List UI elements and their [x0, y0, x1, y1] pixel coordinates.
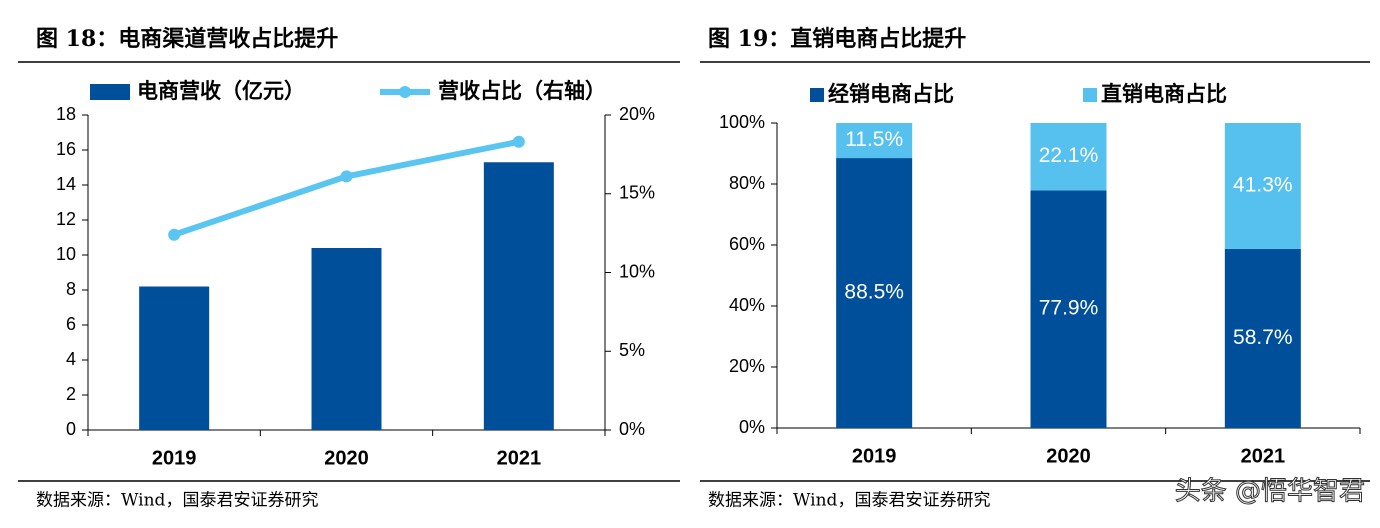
y-tick-label: 2 — [66, 384, 76, 404]
legend-swatch — [810, 88, 824, 102]
bar-segment — [1030, 190, 1107, 428]
y2-tick-label: 0% — [619, 419, 645, 439]
legend-label: 电商营收（亿元） — [137, 79, 305, 103]
line-marker — [512, 135, 525, 148]
chart-title: 图 18：电商渠道营收占比提升 — [36, 26, 338, 52]
y-tick-label: 12 — [56, 209, 76, 229]
bar-segment — [1224, 248, 1301, 428]
data-label: 58.7% — [1233, 326, 1293, 349]
x-tick-label: 2020 — [1046, 445, 1091, 467]
y2-tick-label: 20% — [619, 104, 655, 124]
legend-label: 直销电商占比 — [1101, 82, 1227, 106]
y-tick-label: 40% — [729, 295, 765, 315]
legend-swatch — [1083, 88, 1097, 102]
watermark: 头条 @悟华智君 — [1175, 477, 1365, 507]
bar-segment — [1030, 123, 1107, 191]
legend-swatch — [90, 84, 130, 100]
data-label: 77.9% — [1039, 297, 1099, 320]
source: 数据来源：Wind，国泰君安证券研究 — [36, 491, 318, 511]
bar-segment — [836, 123, 913, 159]
legend-label: 经销电商占比 — [828, 82, 954, 106]
x-tick-label: 2019 — [152, 447, 197, 469]
y-tick-label: 80% — [729, 173, 765, 193]
x-tick-label: 2019 — [852, 445, 897, 467]
y-tick-label: 16 — [56, 139, 76, 159]
y-tick-label: 100% — [719, 112, 765, 132]
y-tick-label: 0% — [739, 417, 765, 437]
line — [173, 138, 520, 238]
data-label: 11.5% — [845, 128, 903, 151]
y2-tick-label: 5% — [619, 340, 645, 360]
legend-marker — [399, 86, 411, 98]
data-label: 88.5% — [844, 281, 904, 304]
y-tick-label: 20% — [729, 356, 765, 376]
y-tick-label: 0 — [66, 419, 76, 439]
source: 数据来源：Wind，国泰君安证券研究 — [708, 491, 990, 511]
legend-label: 营收占比（右轴） — [438, 79, 606, 103]
bar — [311, 248, 382, 430]
line-marker — [340, 170, 353, 183]
bar-segment — [836, 158, 913, 428]
y-tick-label: 4 — [66, 349, 76, 369]
line-marker — [168, 228, 181, 241]
x-tick-label: 2021 — [497, 447, 542, 469]
bar — [139, 286, 210, 430]
bar — [483, 162, 554, 430]
y-tick-label: 6 — [66, 314, 76, 334]
y2-tick-label: 15% — [619, 183, 655, 203]
y-tick-label: 60% — [729, 234, 765, 254]
bar-segment — [1224, 123, 1301, 249]
chart-title: 图 19：直销电商占比提升 — [708, 26, 966, 52]
y2-tick-label: 10% — [619, 261, 655, 281]
data-label: 22.1% — [1039, 144, 1099, 167]
y-tick-label: 18 — [56, 104, 76, 124]
data-label: 41.3% — [1233, 174, 1293, 197]
y-tick-label: 14 — [56, 174, 76, 194]
y-tick-label: 10 — [56, 244, 76, 264]
x-tick-label: 2020 — [324, 447, 369, 469]
y-tick-label: 8 — [66, 279, 76, 299]
x-tick-label: 2021 — [1241, 445, 1286, 467]
